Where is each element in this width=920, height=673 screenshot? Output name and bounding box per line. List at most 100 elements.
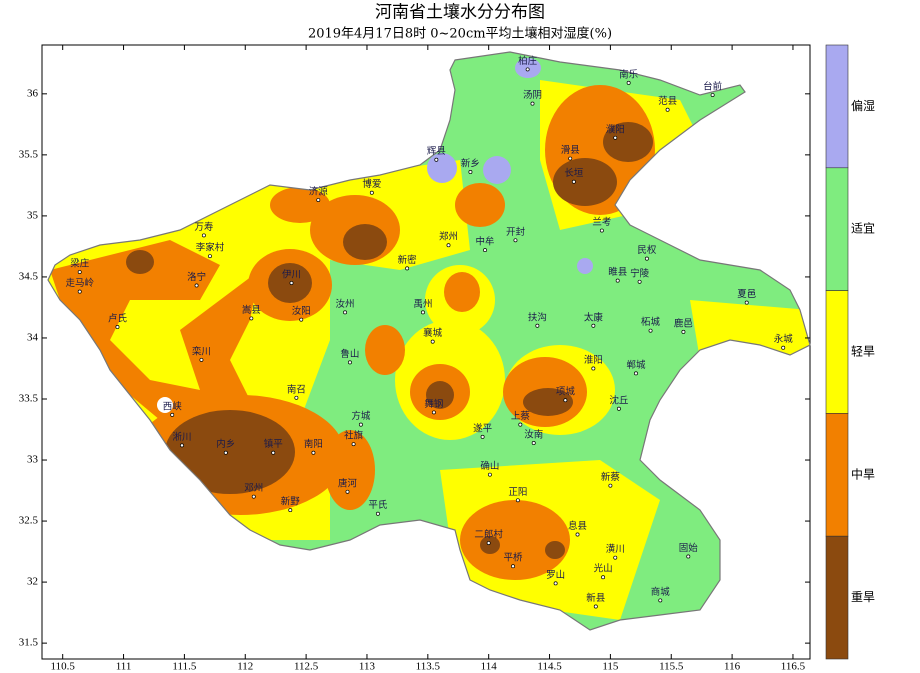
city-dot (710, 93, 715, 97)
city-dot (421, 310, 425, 315)
city-label: 禹州 (413, 298, 432, 310)
city-label: 内乡 (216, 438, 235, 450)
city-dot (616, 406, 621, 411)
city-label: 南阳 (304, 438, 323, 450)
city-label: 鹿邑 (674, 317, 693, 329)
x-tick-label: 115 (602, 661, 619, 673)
x-tick-label: 111.5 (172, 661, 196, 673)
city-label: 罗山 (546, 570, 565, 581)
city-label: 柘城 (641, 316, 661, 328)
city-dot (345, 489, 350, 494)
y-tick-label: 32.5 (19, 515, 39, 527)
city-label: 襄城 (423, 327, 443, 339)
city-label: 开封 (506, 226, 526, 238)
city-dot (571, 179, 576, 184)
city-label: 郸城 (626, 359, 646, 371)
city-dot (531, 440, 536, 445)
city-dot (430, 339, 435, 344)
city-dot (648, 328, 653, 333)
region-moderate (325, 430, 375, 510)
city-dot (369, 190, 374, 195)
city-dot (201, 233, 206, 238)
city-dot (483, 248, 487, 253)
city-label: 镇平 (264, 438, 284, 450)
legend-swatch (825, 290, 849, 414)
legend-label: 偏湿 (851, 98, 875, 113)
city-label: 栾川 (192, 345, 211, 357)
city-label: 新蔡 (601, 471, 621, 483)
city-dot (446, 243, 451, 248)
city-dot (515, 498, 520, 503)
city-dot (644, 256, 649, 261)
city-dot (511, 564, 515, 569)
region-wet (483, 156, 511, 184)
city-dot (518, 422, 523, 427)
city-dot (599, 228, 604, 233)
city-dot (468, 170, 473, 174)
city-dot (591, 323, 596, 328)
city-dot (434, 157, 439, 162)
city-dot (744, 300, 749, 305)
city-dot (553, 581, 558, 586)
city-dot (781, 345, 786, 350)
city-label: 柏庄 (518, 55, 538, 67)
legend-swatch (825, 44, 849, 169)
city-dot (271, 450, 276, 455)
city-dot (658, 598, 663, 603)
city-dot (613, 135, 618, 140)
legend-swatch (825, 413, 849, 537)
city-label: 沈丘 (609, 394, 629, 406)
blank-spot (157, 397, 173, 413)
x-tick-label: 110.5 (51, 661, 76, 673)
city-dot (180, 443, 184, 448)
city-dot (289, 281, 294, 285)
region-moderate (444, 272, 480, 312)
city-label: 汝南 (524, 428, 543, 440)
city-label: 方城 (351, 410, 371, 422)
axes: 110.5 111 111.5 112 112.5 113 113.5 114 114.5 115… (19, 45, 810, 673)
region-severe (126, 250, 154, 274)
city-label: 淅川 (172, 431, 191, 443)
city-label: 舞钢 (424, 398, 443, 410)
region-severe (603, 122, 653, 162)
city-label: 民权 (637, 244, 657, 256)
city-label: 睢县 (608, 266, 627, 278)
city-dot (530, 101, 535, 106)
region-severe (523, 388, 573, 416)
region-severe (480, 536, 500, 554)
city-label: 济源 (309, 186, 329, 198)
region-moderate (365, 325, 405, 375)
city-dot (486, 541, 491, 545)
y-tick-label: 34.5 (19, 270, 39, 282)
province-outline (47, 51, 811, 631)
city-label: 郑州 (439, 231, 458, 243)
city-dot (77, 270, 82, 274)
city-label: 淮阳 (584, 355, 603, 366)
city-label: 南召 (287, 383, 306, 395)
y-tick-label: 33.5 (19, 393, 39, 405)
city-dot (535, 323, 540, 328)
y-tick-label: 36 (27, 87, 39, 99)
city-label: 扶沟 (528, 311, 547, 323)
city-label: 平桥 (504, 552, 524, 564)
y-tick-label: 32 (27, 576, 38, 588)
city-dot (358, 422, 363, 427)
city-dot (194, 283, 199, 288)
city-dot (601, 575, 606, 580)
city-dot (626, 80, 631, 85)
city-dot (77, 289, 82, 294)
x-tick-label: 113.5 (416, 661, 441, 673)
city-label: 光山 (594, 563, 613, 575)
city-dot (223, 450, 228, 455)
city-label: 滑县 (561, 145, 580, 156)
city-dot (563, 398, 568, 403)
x-tick-label: 114.5 (537, 661, 562, 673)
city-label: 西峡 (163, 400, 183, 412)
city-label: 台前 (703, 81, 722, 93)
city-label: 长垣 (564, 167, 584, 179)
city-label: 范县 (658, 95, 677, 107)
city-label: 潢川 (606, 543, 625, 555)
city-dot (316, 198, 321, 202)
